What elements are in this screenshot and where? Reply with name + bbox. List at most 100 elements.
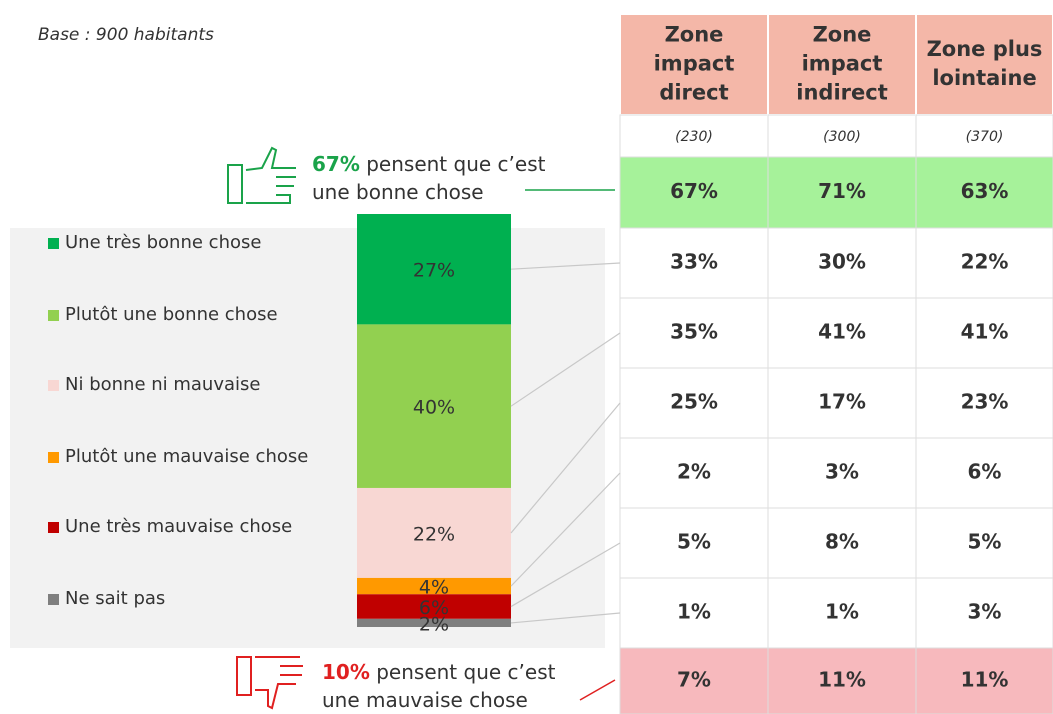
table-cell	[767, 437, 917, 509]
legend-swatch	[48, 452, 59, 463]
header-label: impact	[654, 52, 735, 76]
table-cell	[619, 367, 769, 439]
cell-value: 63%	[961, 179, 1009, 203]
cell-value: 8%	[825, 530, 859, 554]
count-label: (300)	[823, 129, 861, 145]
header-label: lointaine	[932, 66, 1036, 90]
summary-line: pensent que c’est	[376, 660, 555, 684]
cell-value: 41%	[961, 320, 1009, 344]
connector-line	[510, 472, 621, 587]
table-cell	[915, 437, 1053, 509]
table-cell	[767, 156, 917, 229]
cell-value: 23%	[961, 390, 1009, 414]
connector-line	[510, 262, 621, 270]
bar-label: 40%	[413, 397, 455, 419]
cell-value: 30%	[818, 250, 866, 274]
header-label: Zone	[813, 23, 872, 47]
header-label: Zone plus	[927, 37, 1043, 61]
legend-label: Une très mauvaise chose	[65, 516, 292, 537]
cell-value: 67%	[670, 179, 718, 203]
legend-label: Plutôt une mauvaise chose	[65, 446, 308, 467]
connector-line	[510, 402, 621, 534]
table-cell	[619, 227, 769, 299]
table-cell	[619, 577, 769, 649]
header-label: Zone	[665, 23, 724, 47]
table-cell	[767, 647, 917, 714]
legend-label: Une très bonne chose	[65, 232, 261, 253]
bar-segment	[357, 487, 511, 578]
header-cell	[915, 13, 1053, 116]
cell-value: 22%	[961, 250, 1009, 274]
table-cell	[915, 156, 1053, 229]
table-cell	[915, 367, 1053, 439]
count-label: (230)	[675, 129, 713, 145]
header-label: indirect	[796, 81, 887, 105]
base-note: Base : 900 habitants	[38, 25, 214, 45]
cell-value: 5%	[677, 530, 711, 554]
summary-text: 67% pensent que c’est	[312, 152, 546, 176]
table-cell	[619, 297, 769, 369]
table-cell	[915, 227, 1053, 299]
table-cell	[619, 647, 769, 714]
cell-value: 6%	[968, 460, 1002, 484]
table-cell	[619, 156, 769, 229]
connector-line	[510, 332, 621, 407]
legend-swatch	[48, 238, 59, 249]
legend-panel	[10, 228, 605, 648]
cell-value: 7%	[677, 668, 711, 692]
table-cell	[619, 507, 769, 579]
summary-pct: 10%	[322, 660, 370, 684]
summary-line: une mauvaise chose	[322, 688, 528, 712]
legend-label: Ni bonne ni mauvaise	[65, 374, 260, 395]
legend-swatch	[48, 380, 59, 391]
summary-text: une bonne chose	[312, 180, 484, 204]
table-cell	[767, 507, 917, 579]
bar-segment	[357, 594, 511, 619]
cell-value: 3%	[968, 600, 1002, 624]
legend-label: Plutôt une bonne chose	[65, 304, 278, 325]
bar-segment	[357, 214, 511, 325]
cell-value: 3%	[825, 460, 859, 484]
bar-label: 4%	[419, 577, 449, 599]
thumb-down-icon	[236, 656, 303, 710]
summary-line: pensent que c’est	[366, 152, 545, 176]
table-cell	[767, 577, 917, 649]
count-label: (370)	[966, 129, 1004, 145]
cell-value: 35%	[670, 320, 718, 344]
cell-value: 5%	[968, 530, 1002, 554]
table-cell	[915, 647, 1053, 714]
table-cell	[767, 227, 917, 299]
cell-value: 11%	[818, 668, 866, 692]
callout-line	[579, 679, 616, 701]
table-cell	[767, 297, 917, 369]
legend-swatch	[48, 594, 59, 605]
cell-value: 2%	[677, 460, 711, 484]
header-label: impact	[802, 52, 883, 76]
table-cell	[915, 507, 1053, 579]
summary-line: une bonne chose	[312, 180, 484, 204]
bar-segment	[357, 324, 511, 488]
bar-label: 27%	[413, 260, 455, 282]
cell-value: 17%	[818, 390, 866, 414]
count-cell	[619, 114, 769, 158]
cell-value: 33%	[670, 250, 718, 274]
connector-line	[510, 542, 621, 608]
bar-segment	[357, 618, 511, 627]
cell-value: 41%	[818, 320, 866, 344]
legend-swatch	[48, 522, 59, 533]
cell-value: 11%	[961, 668, 1009, 692]
summary-text: une mauvaise chose	[322, 688, 528, 712]
legend-label: Ne sait pas	[65, 588, 165, 609]
bar-label: 6%	[419, 597, 449, 619]
bar-label: 2%	[419, 613, 449, 635]
count-cell	[915, 114, 1053, 158]
cell-value: 1%	[677, 600, 711, 624]
thumb-up-icon	[227, 146, 296, 204]
bar-segment	[357, 577, 511, 595]
summary-pct: 67%	[312, 152, 360, 176]
table-cell	[619, 437, 769, 509]
cell-value: 1%	[825, 600, 859, 624]
cell-value: 25%	[670, 390, 718, 414]
cell-value: 71%	[818, 179, 866, 203]
